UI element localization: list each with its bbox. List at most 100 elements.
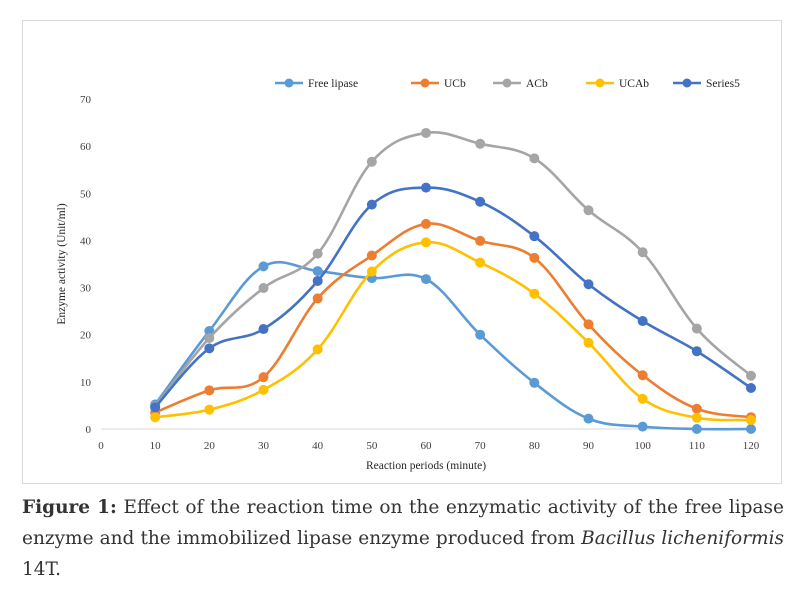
y-tick-label: 30 bbox=[80, 283, 92, 295]
data-point-free-lipase bbox=[529, 377, 540, 388]
data-point-ucb bbox=[258, 372, 269, 383]
data-point-ucab bbox=[421, 237, 431, 248]
data-point-acb bbox=[637, 247, 648, 258]
caption-label: Figure 1: bbox=[22, 497, 117, 518]
legend-marker-ucab bbox=[595, 78, 605, 88]
data-point-free-lipase bbox=[258, 261, 269, 272]
data-point-free-lipase bbox=[691, 424, 702, 434]
data-point-series5 bbox=[366, 199, 377, 210]
data-point-free-lipase bbox=[746, 424, 756, 434]
data-point-series5 bbox=[746, 382, 756, 393]
x-tick-label: 100 bbox=[634, 440, 651, 452]
caption-text: Effect of the reaction time on the enzym… bbox=[22, 497, 784, 549]
legend-marker-ucb bbox=[420, 78, 430, 88]
x-tick-label: 90 bbox=[583, 440, 595, 452]
x-tick-label: 80 bbox=[529, 440, 541, 452]
caption-text-end: 14T. bbox=[22, 559, 62, 580]
legend-label-acb: ACb bbox=[526, 78, 548, 90]
legend-label-free-lipase: Free lipase bbox=[308, 78, 358, 90]
y-tick-label: 60 bbox=[80, 141, 92, 153]
legend-marker-free-lipase bbox=[284, 78, 294, 88]
legend-marker-acb bbox=[502, 78, 512, 88]
data-point-ucab bbox=[366, 266, 377, 277]
series-line-free-lipase bbox=[153, 260, 753, 431]
data-point-acb bbox=[583, 205, 594, 216]
data-point-ucab bbox=[583, 337, 594, 348]
legend-label-ucab: UCAb bbox=[619, 78, 649, 90]
x-tick-label: 50 bbox=[366, 440, 378, 452]
y-tick-label: 10 bbox=[80, 377, 92, 389]
data-point-free-lipase bbox=[475, 329, 486, 340]
data-point-ucab bbox=[746, 415, 756, 426]
data-point-acb bbox=[366, 156, 377, 167]
data-point-ucab bbox=[312, 344, 323, 355]
x-tick-label: 110 bbox=[689, 440, 706, 452]
data-point-acb bbox=[204, 333, 215, 344]
y-tick-label: 20 bbox=[80, 330, 92, 342]
data-point-ucb bbox=[529, 252, 540, 263]
data-point-series5 bbox=[312, 275, 323, 286]
y-tick-label: 70 bbox=[80, 94, 92, 106]
data-point-ucab bbox=[258, 384, 269, 395]
line-chart: 0 10 20 30 40 50 60 70 80 90 100 110 120 0 10 20 30 40 50 6… bbox=[56, 78, 760, 472]
data-point-ucab bbox=[150, 412, 161, 423]
data-point-series5 bbox=[691, 346, 702, 357]
x-tick-label: 20 bbox=[204, 440, 216, 452]
caption-species: Bacillus licheniformis bbox=[581, 528, 784, 549]
y-tick-label: 50 bbox=[80, 188, 92, 200]
x-tick-label: 0 bbox=[98, 440, 104, 452]
data-point-ucb bbox=[312, 293, 323, 304]
data-point-ucb bbox=[691, 403, 702, 414]
data-point-acb bbox=[691, 323, 702, 334]
series-line-series5 bbox=[153, 186, 753, 409]
data-point-free-lipase bbox=[421, 274, 431, 285]
x-tick-label: 70 bbox=[475, 440, 487, 452]
data-point-ucab bbox=[637, 393, 648, 404]
data-point-free-lipase bbox=[312, 266, 323, 277]
legend: Free lipase UCb ACb UCAb Series5 bbox=[275, 78, 740, 90]
data-point-series5 bbox=[583, 279, 594, 290]
series-line-acb bbox=[153, 130, 753, 408]
data-point-ucb bbox=[637, 370, 648, 381]
data-point-series5 bbox=[204, 343, 215, 354]
y-tick-label: 40 bbox=[80, 235, 92, 247]
data-point-series5 bbox=[150, 402, 161, 413]
data-point-free-lipase bbox=[583, 413, 594, 424]
x-tick-label: 10 bbox=[150, 440, 162, 452]
x-tick-label: 120 bbox=[743, 440, 760, 452]
chart-area: 0 10 20 30 40 50 60 70 80 90 100 110 120 0 10 20 30 40 50 6… bbox=[22, 20, 782, 484]
legend-marker-series5 bbox=[682, 78, 692, 88]
data-point-acb bbox=[529, 153, 540, 164]
data-point-series5 bbox=[637, 316, 648, 327]
data-point-ucab bbox=[691, 412, 702, 423]
data-point-acb bbox=[475, 138, 486, 149]
data-point-acb bbox=[421, 127, 431, 138]
data-point-ucb bbox=[421, 218, 431, 229]
x-tick-label: 60 bbox=[421, 440, 433, 452]
data-point-ucb bbox=[366, 250, 377, 261]
x-axis-title: Reaction periods (minute) bbox=[366, 460, 486, 472]
y-tick-label: 0 bbox=[86, 424, 92, 436]
data-point-ucb bbox=[583, 319, 594, 330]
y-axis-title: Enzyme activity (Unit/ml) bbox=[56, 203, 68, 325]
data-point-ucb bbox=[204, 385, 215, 396]
data-point-series5 bbox=[421, 182, 431, 193]
x-tick-label: 30 bbox=[258, 440, 270, 452]
x-tick-label: 40 bbox=[312, 440, 324, 452]
series-lines bbox=[150, 127, 756, 434]
data-point-ucab bbox=[475, 257, 486, 268]
data-point-acb bbox=[258, 283, 269, 294]
data-point-series5 bbox=[475, 196, 486, 207]
data-point-acb bbox=[746, 370, 756, 381]
legend-label-ucb: UCb bbox=[444, 78, 466, 90]
data-point-ucab bbox=[204, 404, 215, 415]
series-line-ucb bbox=[153, 222, 753, 419]
data-point-series5 bbox=[529, 231, 540, 242]
data-point-acb bbox=[312, 248, 323, 259]
data-point-free-lipase bbox=[637, 421, 648, 432]
figure-caption: Figure 1: Effect of the reaction time on… bbox=[22, 492, 784, 585]
data-point-ucb bbox=[475, 235, 486, 246]
data-point-series5 bbox=[258, 324, 269, 335]
data-point-ucab bbox=[529, 288, 540, 299]
legend-label-series5: Series5 bbox=[706, 78, 740, 90]
